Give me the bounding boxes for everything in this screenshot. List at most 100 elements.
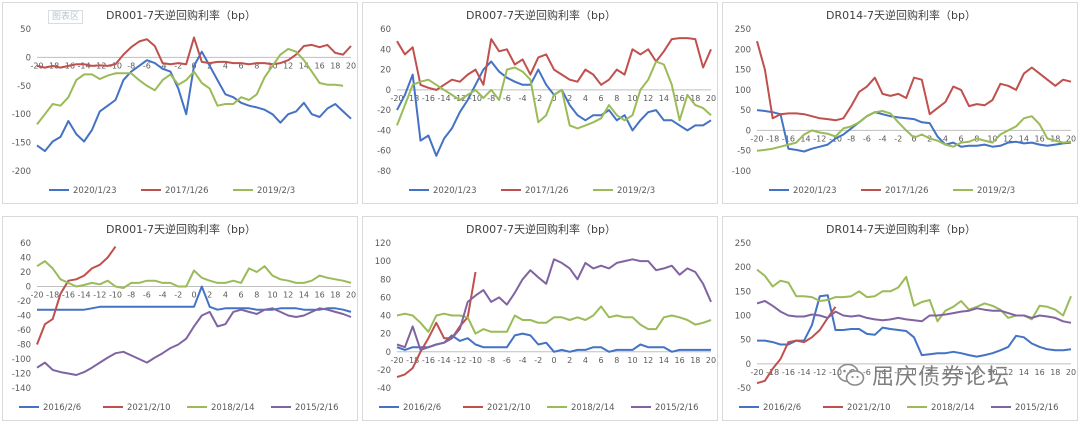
- x-tick-label: 8: [614, 356, 619, 365]
- x-tick-label: 18: [1050, 368, 1060, 377]
- series-line-1: [757, 294, 1072, 358]
- x-tick-label: 12: [1003, 368, 1013, 377]
- chart-area-watermark: 图表区: [48, 10, 84, 24]
- chart-panel-4: DR001-7天逆回购利率（bp） 60 40 20 0 -20 -40 -60 -80 -100…: [2, 216, 358, 421]
- x-tick-label: 8: [974, 368, 979, 377]
- x-tick-label: 20: [706, 94, 716, 103]
- x-tick-label: -8: [487, 356, 495, 365]
- series-line-3: [36, 47, 344, 126]
- chart-svg: DR007-7天逆回购利率（bp）120100806040200-20-40-2…: [375, 222, 716, 413]
- y-tick-label: -50: [17, 82, 31, 92]
- x-tick-label: 12: [643, 94, 653, 103]
- y-tick-label: 120: [375, 239, 391, 249]
- x-tick-label: -6: [863, 134, 871, 143]
- x-tick-label: 4: [943, 134, 948, 143]
- x-tick-label: -10: [469, 356, 482, 365]
- y-tick-label: 0: [746, 360, 751, 370]
- x-tick-label: -14: [798, 134, 811, 143]
- chart-panel-1: DR001-7天逆回购利率（bp） 50 0 -50 -100 -150 -200 -20 -1…: [2, 2, 358, 204]
- x-tick-label: 10: [987, 368, 997, 377]
- x-tick-label: -12: [453, 356, 466, 365]
- x-tick-label: 4: [223, 291, 228, 300]
- x-tick-label: 12: [283, 61, 293, 70]
- legend-label: 2018/2/14: [571, 403, 615, 413]
- x-tick-label: -2: [894, 134, 902, 143]
- x-tick-label: -4: [879, 134, 887, 143]
- x-tick-label: -12: [93, 291, 106, 300]
- y-tick-label: 40: [380, 312, 391, 322]
- legend-label: 2019/2/3: [977, 186, 1015, 196]
- chart-svg: DR001-7天逆回购利率（bp）6040200-20-40-60-80-100…: [12, 222, 356, 413]
- chart-title: DR014-7天逆回购利率（bp）: [826, 222, 976, 236]
- x-tick-label: 18: [690, 94, 700, 103]
- x-tick-label: 16: [1035, 368, 1045, 377]
- series-line-4: [36, 307, 352, 376]
- x-tick-label: -10: [829, 368, 842, 377]
- x-tick-label: 2: [567, 356, 572, 365]
- y-tick-label: 20: [380, 66, 391, 76]
- legend-label: 2015/2/16: [1015, 403, 1059, 413]
- y-tick-label: -80: [17, 341, 31, 351]
- legend-label: 2017/1/26: [885, 186, 929, 196]
- brand-text: 屈庆债券论坛: [872, 365, 1011, 390]
- series-line-4: [396, 258, 712, 351]
- x-tick-label: 6: [239, 61, 244, 70]
- legend-label: 2018/2/14: [211, 403, 255, 413]
- x-tick-label: 14: [299, 61, 309, 70]
- y-tick-label: 0: [746, 126, 751, 136]
- x-tick-label: -20: [390, 94, 403, 103]
- y-tick-label: 60: [20, 239, 31, 249]
- series-line-2: [36, 246, 117, 345]
- x-tick-label: 10: [987, 134, 997, 143]
- y-tick-label: 200: [735, 45, 751, 55]
- x-tick-label: 18: [330, 61, 340, 70]
- chart-svg: DR014-7天逆回购利率（bp）250200150100500-50-100-…: [732, 8, 1076, 196]
- chart-svg: DR001-7天逆回购利率（bp）500-50-100-150-200-20 -1…: [12, 8, 356, 196]
- y-tick-label: 100: [735, 312, 751, 322]
- x-tick-label: -20: [390, 356, 403, 365]
- x-tick-label: 12: [283, 291, 293, 300]
- chart-title: DR007-7天逆回购利率（bp）: [466, 8, 616, 22]
- x-tick-label: -8: [487, 94, 495, 103]
- x-tick-label: 6: [599, 356, 604, 365]
- x-tick-label: -16: [782, 368, 795, 377]
- x-tick-label: -4: [519, 94, 527, 103]
- x-tick-label: -4: [159, 291, 167, 300]
- x-tick-label: 16: [1035, 134, 1045, 143]
- legend-label: 2016/2/6: [763, 403, 801, 413]
- x-tick-label: 0: [551, 94, 556, 103]
- chart-panel-5: DR007-7天逆回购利率（bp） 120 100 80 60 40 20 0 -20 -40 -2…: [362, 216, 718, 421]
- x-tick-label: -8: [127, 291, 135, 300]
- series-line-1: [36, 50, 352, 153]
- x-tick-label: -14: [78, 291, 91, 300]
- y-tick-label: -40: [377, 126, 391, 136]
- x-tick-label: 16: [315, 291, 325, 300]
- y-tick-label: -100: [12, 110, 31, 120]
- x-tick-label: 20: [346, 291, 356, 300]
- chart-title: DR001-7天逆回购利率（bp）: [106, 8, 256, 22]
- x-tick-label: 0: [911, 368, 916, 377]
- x-tick-label: 14: [299, 291, 309, 300]
- x-tick-label: -14: [438, 94, 451, 103]
- x-tick-label: -18: [46, 291, 59, 300]
- y-tick-label: 0: [26, 283, 31, 293]
- legend-label: 2021/2/10: [487, 403, 531, 413]
- x-tick-label: -10: [109, 291, 122, 300]
- y-tick-label: 0: [386, 86, 391, 96]
- legend-label: 2019/2/3: [257, 186, 295, 196]
- x-tick-label: -18: [766, 134, 779, 143]
- chart-title: DR007-7天逆回购利率（bp）: [466, 222, 616, 236]
- x-tick-label: 0: [191, 291, 196, 300]
- x-tick-label: 6: [959, 134, 964, 143]
- series-line-1: [756, 109, 1072, 153]
- y-tick-label: -20: [17, 297, 31, 307]
- x-tick-label: 12: [1003, 134, 1013, 143]
- x-tick-label: 16: [675, 356, 685, 365]
- y-tick-label: 80: [380, 275, 391, 285]
- x-tick-label: 2: [927, 368, 932, 377]
- x-tick-label: 12: [643, 356, 653, 365]
- x-tick-label: -2: [174, 291, 182, 300]
- x-tick-label: 8: [614, 94, 619, 103]
- y-tick-label: 50: [20, 25, 31, 35]
